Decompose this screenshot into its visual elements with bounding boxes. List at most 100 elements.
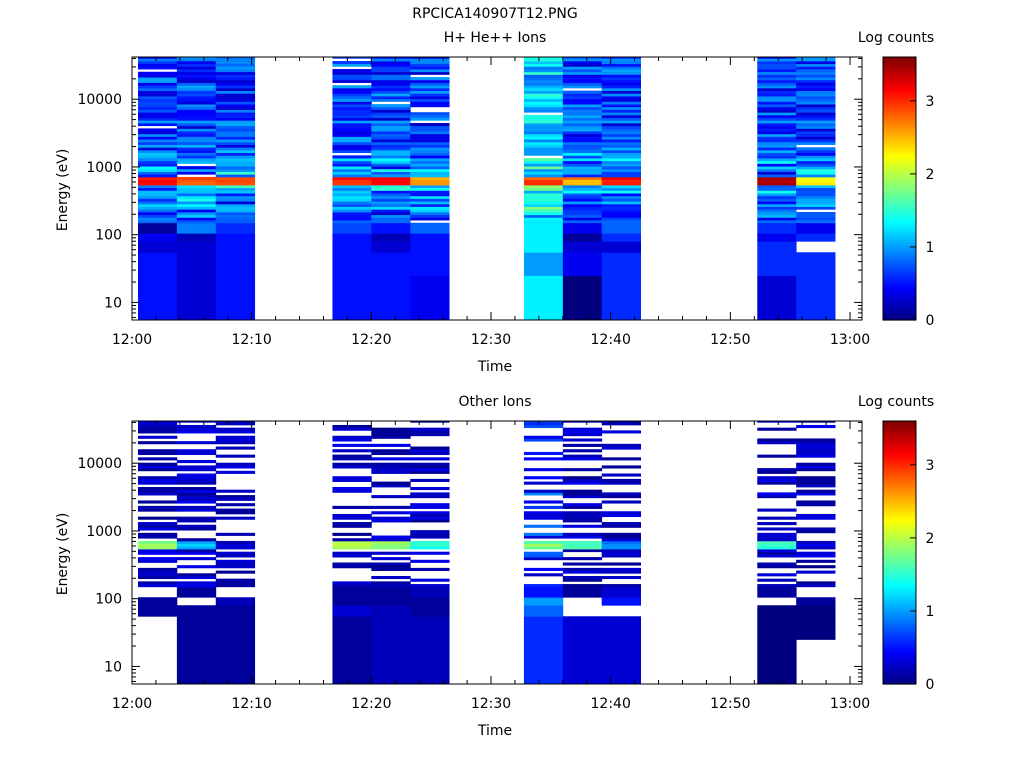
heatmap-cell <box>601 71 642 75</box>
heatmap-cell <box>332 87 372 92</box>
colorbar-segment <box>883 564 916 567</box>
heatmap-cell <box>137 527 178 531</box>
heatmap-cell <box>523 435 564 439</box>
heatmap-cell <box>215 470 256 474</box>
heatmap-cell <box>137 120 178 124</box>
heatmap-cell <box>601 478 642 482</box>
heatmap-cell <box>796 527 836 531</box>
heatmap-cell <box>523 275 564 321</box>
heatmap-cell <box>137 206 178 210</box>
heatmap-cell <box>757 160 797 164</box>
x-tick-label: 12:30 <box>471 696 511 712</box>
heatmap-cell <box>523 163 564 167</box>
heatmap-cell <box>796 66 836 70</box>
heatmap-cell <box>410 449 450 453</box>
heatmap-cell <box>523 106 564 110</box>
heatmap-cell <box>757 527 797 531</box>
heatmap-cell <box>371 144 411 148</box>
heatmap-cell <box>176 478 217 482</box>
heatmap-cell <box>601 112 642 116</box>
heatmap-cell <box>796 443 836 447</box>
heatmap-cell <box>332 217 372 221</box>
heatmap-cell <box>176 449 217 453</box>
heatmap-cell <box>332 168 372 172</box>
colorbar-segment <box>883 94 916 98</box>
heatmap-cell <box>601 481 642 485</box>
heatmap-cell <box>215 174 256 178</box>
heatmap-cell <box>332 551 372 555</box>
heatmap-cell <box>796 492 836 496</box>
heatmap-cell <box>796 109 836 113</box>
heatmap-cell <box>215 114 256 118</box>
heatmap-cell <box>562 98 603 102</box>
colorbar-segment <box>883 533 916 536</box>
heatmap-cell <box>137 540 178 545</box>
heatmap-cell <box>371 433 411 437</box>
x-axis-label: Time <box>477 359 512 375</box>
colorbar-segment <box>883 189 916 193</box>
colorbar-segment <box>883 172 916 175</box>
heatmap-cell <box>371 85 411 89</box>
heatmap-cell <box>410 462 450 466</box>
heatmap-cell <box>562 114 603 118</box>
heatmap-cell <box>176 198 217 202</box>
colorbar-segment <box>883 162 916 165</box>
heatmap-cell <box>137 524 178 528</box>
heatmap-cell <box>523 543 564 547</box>
heatmap-cell <box>176 69 217 73</box>
heatmap-cell <box>796 98 836 102</box>
heatmap-cell <box>410 79 450 83</box>
heatmap-cell <box>332 139 372 143</box>
heatmap-cell <box>137 476 178 480</box>
heatmap-cell <box>332 195 372 199</box>
heatmap-cell <box>332 554 372 558</box>
heatmap-cell <box>523 468 564 472</box>
heatmap-cell <box>796 79 836 83</box>
heatmap-cell <box>562 141 603 145</box>
heatmap-cell <box>523 500 564 504</box>
heatmap-cell <box>176 60 217 65</box>
heatmap-cell <box>176 122 217 127</box>
heatmap-cell <box>137 597 178 606</box>
heatmap-cell <box>137 166 178 170</box>
heatmap-cell <box>410 201 450 205</box>
heatmap-cell <box>601 104 642 108</box>
heatmap-cell <box>332 98 372 102</box>
colorbar-tick-label: 0 <box>926 677 935 693</box>
heatmap-cell <box>796 193 836 197</box>
colorbar-segment <box>883 70 916 73</box>
heatmap-cell <box>176 505 217 509</box>
heatmap-cell <box>371 586 411 598</box>
heatmap-cell <box>137 551 178 555</box>
heatmap-cell <box>137 575 178 580</box>
heatmap-cell <box>757 470 797 474</box>
heatmap-cell <box>601 209 642 213</box>
heatmap-cell <box>371 519 411 523</box>
colorbar-segment <box>883 651 916 654</box>
heatmap-cell <box>137 203 178 207</box>
heatmap-cell <box>176 71 217 75</box>
colorbar-segment <box>883 646 916 649</box>
heatmap-cell <box>332 101 372 105</box>
colorbar-segment <box>883 317 916 320</box>
heatmap-cell <box>757 69 797 73</box>
heatmap-cell <box>601 616 642 640</box>
heatmap-cell <box>757 187 797 191</box>
colorbar-segment <box>883 62 916 65</box>
heatmap-cell <box>176 441 217 445</box>
y-tick-label: 1000 <box>86 524 122 540</box>
heatmap-cell <box>137 546 178 550</box>
heatmap-cell <box>523 597 564 606</box>
heatmap-cell <box>371 516 411 520</box>
colorbar-segment <box>883 622 916 625</box>
colorbar-segment <box>883 232 916 235</box>
colorbar-segment <box>883 105 916 108</box>
heatmap-cell <box>410 69 450 73</box>
heatmap-cell <box>410 211 450 216</box>
heatmap-cell <box>176 460 217 464</box>
heatmap-cell <box>796 516 836 520</box>
heatmap-cell <box>562 586 603 598</box>
heatmap-cell <box>410 433 450 437</box>
heatmap-cell <box>601 85 642 89</box>
